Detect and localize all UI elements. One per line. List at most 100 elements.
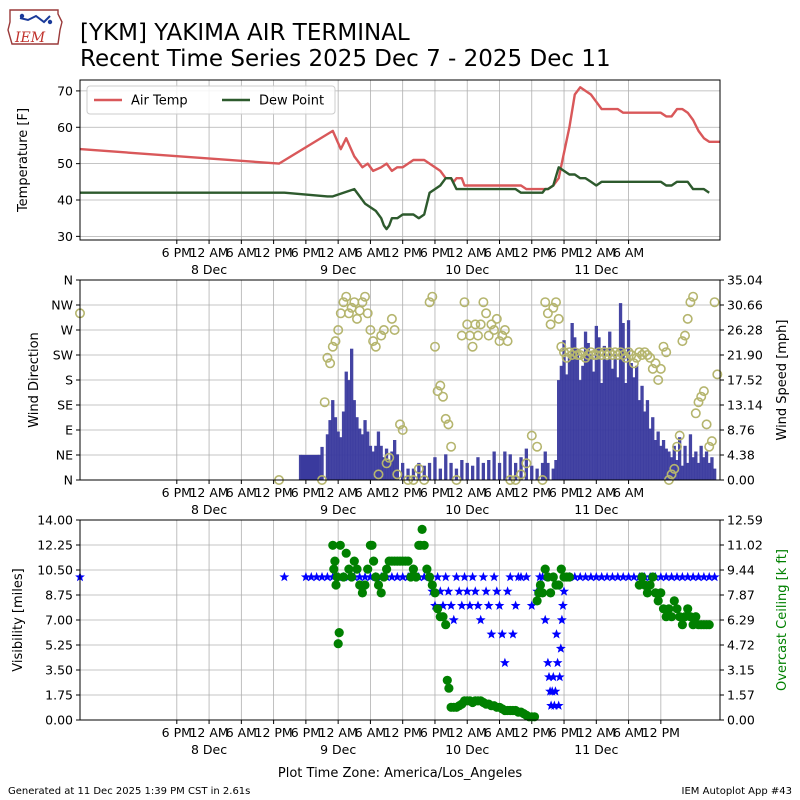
- visibility-point: [552, 657, 563, 668]
- wind-direction-point: [631, 352, 642, 363]
- visibility-point: [300, 571, 311, 582]
- wind-speed-bar: [422, 465, 426, 480]
- wind-direction-point: [384, 452, 395, 463]
- visibility-point: [483, 600, 494, 610]
- wind-direction-point: [666, 469, 677, 480]
- x-day-label: 11 Dec: [574, 502, 618, 517]
- wind-direction-point: [688, 291, 699, 302]
- wind-speed-bar: [344, 371, 348, 480]
- wind-speed-bar: [694, 451, 698, 480]
- y-tick-label: 3.50: [45, 663, 73, 678]
- wind-direction-point: [669, 463, 680, 474]
- ceiling-point: [360, 580, 370, 590]
- ceiling-point: [403, 556, 413, 566]
- wind-direction-point: [432, 386, 443, 397]
- timezone-label: Plot Time Zone: America/Los_Angeles: [278, 766, 522, 781]
- x-tick-label: 12 AM: [448, 245, 487, 260]
- y2-tick-label: 3.15: [727, 663, 755, 678]
- ceiling-point: [347, 572, 357, 582]
- wind-speed-bar: [565, 374, 569, 480]
- ceiling-point: [329, 564, 339, 574]
- ceiling-point: [537, 588, 548, 598]
- x-tick-label: 12 AM: [319, 485, 358, 500]
- ceiling-point: [438, 612, 448, 622]
- wind-speed-bar: [454, 468, 459, 480]
- wind-speed-bar: [358, 428, 362, 480]
- x-day-label: 9 Dec: [320, 742, 356, 757]
- generated-text: Generated at 11 Dec 2025 1:39 PM CST in …: [8, 786, 250, 797]
- visibility-point: [551, 629, 562, 639]
- visibility-point: [586, 571, 596, 582]
- wind-speed-bar: [688, 434, 693, 480]
- ceiling-point: [441, 620, 451, 630]
- wind-direction-point: [446, 441, 457, 452]
- wind-direction-point: [521, 458, 532, 469]
- wind-speed-bar: [487, 460, 491, 480]
- ceiling-point: [554, 580, 564, 590]
- wind-speed-bar: [592, 371, 596, 480]
- wind-speed-bar: [557, 380, 561, 480]
- wind-direction-point: [357, 297, 368, 308]
- wind-speed-bar: [605, 360, 609, 480]
- series-line-air-temp: [79, 86, 720, 191]
- wind-speed-bar: [325, 434, 330, 480]
- y-tick-label: NW: [51, 298, 73, 313]
- x-tick-label: 12 PM: [255, 725, 293, 740]
- wind-direction-point: [437, 391, 448, 402]
- wind-direction-point: [553, 313, 564, 324]
- wind-direction-point: [330, 336, 341, 347]
- wind-direction-point: [362, 308, 373, 319]
- ceiling-point: [672, 604, 682, 614]
- x-day-label: 11 Dec: [574, 742, 618, 757]
- wind-direction-point: [376, 330, 387, 341]
- plot-frame: [79, 279, 721, 481]
- wind-direction-point: [671, 441, 682, 452]
- chart-title-line1: [YKM] YAKIMA AIR TERMINAL: [80, 20, 410, 46]
- x-tick-label: 12 PM: [255, 485, 293, 500]
- wind-speed-bar: [331, 400, 335, 480]
- wind-speed-bar: [481, 462, 485, 480]
- wind-direction-point: [481, 308, 492, 319]
- visibility-point: [580, 571, 591, 582]
- wind-speed-bar: [664, 448, 668, 480]
- visibility-point: [448, 614, 459, 625]
- ceiling-point: [382, 564, 392, 574]
- x-tick-label: 6 PM: [549, 485, 579, 500]
- wind-direction-point: [642, 349, 653, 360]
- x-tick-label: 12 AM: [189, 725, 228, 740]
- plot-frame: [79, 519, 721, 721]
- wind-direction-point: [456, 330, 467, 341]
- wind-speed-bar: [624, 383, 628, 480]
- y-tick-label: E: [65, 423, 73, 438]
- wind-speed-bar: [449, 462, 453, 480]
- x-tick-label: 12 PM: [255, 245, 293, 260]
- ceiling-point: [540, 564, 550, 574]
- wind-speed-bar: [616, 377, 620, 480]
- ceiling-point: [442, 675, 452, 685]
- x-day-label: 9 Dec: [320, 262, 356, 277]
- x-tick-label: 6 AM: [355, 725, 386, 740]
- wind-direction-point: [378, 324, 389, 335]
- wind-direction-point: [499, 324, 510, 335]
- wind-speed-bar: [594, 325, 598, 480]
- wind-direction-point: [443, 419, 454, 430]
- visibility-point: [540, 614, 551, 625]
- x-day-label: 10 Dec: [445, 262, 489, 277]
- visibility-point: [392, 571, 403, 582]
- y2-tick-label: 35.04: [727, 273, 763, 288]
- wind-speed-bar: [686, 462, 690, 480]
- wind-direction-point: [682, 313, 693, 324]
- wind-direction-point: [373, 469, 384, 480]
- visibility-point: [475, 614, 486, 625]
- legend-box: [86, 85, 336, 115]
- ceiling-point: [564, 572, 575, 582]
- y2-tick-label: 4.72: [727, 638, 755, 653]
- wind-direction-point: [645, 352, 656, 363]
- y-tick-label: 70: [57, 83, 73, 98]
- wind-direction-point: [696, 391, 707, 402]
- wind-speed-bar: [573, 337, 577, 480]
- ceiling-point: [419, 540, 429, 550]
- wind-direction-point: [397, 424, 408, 435]
